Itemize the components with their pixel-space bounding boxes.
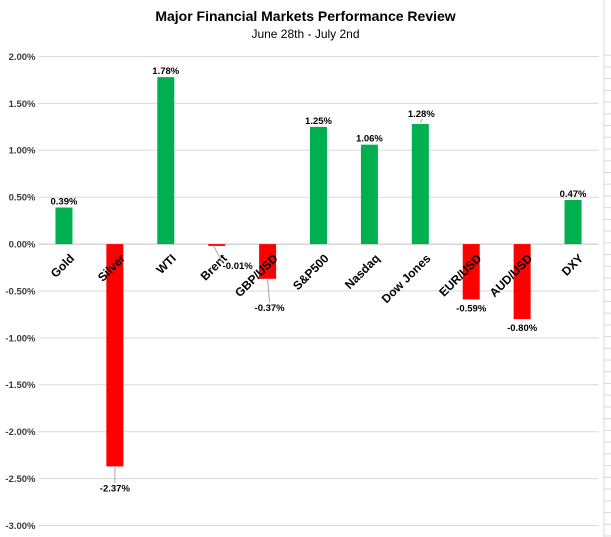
- bar-S&P500: [310, 126, 327, 245]
- value-label: 1.28%: [408, 109, 435, 120]
- bar-WTI: [157, 77, 175, 245]
- value-label: 0.47%: [560, 189, 587, 200]
- value-label: -0.59%: [456, 303, 487, 314]
- value-label: 1.78%: [152, 66, 179, 77]
- y-axis-tick-label: 0.00%: [9, 240, 36, 251]
- bar-EUR/USD: [462, 244, 480, 300]
- y-axis-tick-label: 1.00%: [9, 146, 36, 157]
- y-axis-tick-label: -1.00%: [5, 333, 36, 344]
- y-axis-tick-label: 2.00%: [9, 52, 36, 63]
- bar-Nasdaq: [360, 144, 378, 245]
- x-axis-category-label: Dow Jones: [379, 251, 434, 306]
- bar-Dow Jones: [411, 124, 429, 245]
- value-label: -0.01%: [223, 261, 254, 272]
- x-axis-category-label: Gold: [48, 251, 77, 280]
- label-leader-line: [419, 118, 423, 124]
- value-label: -2.37%: [100, 483, 131, 494]
- value-label: -0.37%: [255, 303, 286, 314]
- x-axis-category-label: S&P500: [290, 251, 332, 293]
- y-axis-tick-label: -1.50%: [5, 380, 36, 391]
- bar-Brent: [208, 244, 226, 246]
- bar-AUD/USD: [513, 244, 531, 320]
- label-leader-line: [213, 245, 224, 264]
- y-axis-tick-label: 1.50%: [9, 99, 36, 110]
- value-label: 1.25%: [305, 116, 332, 127]
- bar-Silver: [106, 244, 124, 467]
- value-label: 0.39%: [50, 197, 77, 208]
- value-label: -0.80%: [507, 323, 538, 334]
- x-axis-category-label: Nasdaq: [342, 251, 383, 292]
- y-axis-tick-label: -0.50%: [5, 286, 36, 297]
- y-axis-tick-label: -3.00%: [5, 521, 36, 532]
- y-axis-tick-label: 0.50%: [9, 193, 36, 204]
- bar-Gold: [55, 207, 73, 245]
- label-leader-line: [267, 279, 271, 303]
- chart-title: Major Financial Markets Performance Revi…: [155, 8, 456, 24]
- bar-GBP/USD: [259, 244, 277, 279]
- y-axis-tick-label: -2.00%: [5, 427, 36, 438]
- y-axis-tick-label: -2.50%: [5, 474, 36, 485]
- chart-subtitle: June 28th - July 2nd: [251, 27, 360, 41]
- bar-DXY: [564, 200, 582, 245]
- x-axis-category-label: DXY: [559, 251, 586, 278]
- x-axis-category-label: WTI: [153, 251, 178, 276]
- value-label: 1.06%: [356, 134, 383, 145]
